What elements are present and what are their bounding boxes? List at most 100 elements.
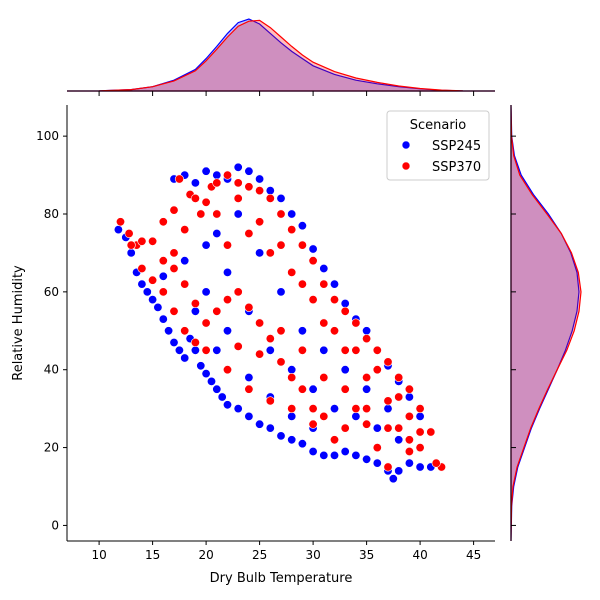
scatter-point-ssp370 [244,182,254,192]
scatter-point-ssp245 [153,302,163,312]
scatter-point-ssp245 [265,423,275,433]
scatter-point-ssp370 [265,193,275,203]
scatter-point-ssp370 [169,205,179,215]
scatter-point-ssp245 [340,446,350,456]
right-marginal-kde [510,104,582,542]
scatter-point-ssp245 [287,365,297,375]
scatter-point-ssp245 [287,435,297,445]
x-tick-label: 45 [466,548,481,562]
scatter-point-ssp245 [329,450,339,460]
scatter-point-ssp245 [190,306,200,316]
scatter-point-ssp370 [223,240,233,250]
scatter-point-ssp370 [319,411,329,421]
scatter-point-ssp370 [340,345,350,355]
scatter-point-ssp370 [223,295,233,305]
scatter-point-ssp370 [383,423,393,433]
top-kde-ssp370 [66,19,496,92]
scatter-point-ssp370 [415,404,425,414]
scatter-point-ssp370 [329,326,339,336]
scatter-point-ssp370 [233,341,243,351]
scatter-point-ssp245 [276,287,286,297]
scatter-point-ssp245 [158,314,168,324]
scatter-point-ssp370 [212,178,222,188]
scatter-point-ssp245 [244,411,254,421]
scatter-point-ssp245 [212,229,222,239]
scatter-point-ssp245 [233,404,243,414]
scatter-point-ssp370 [223,170,233,180]
scatter-point-ssp370 [244,229,254,239]
scatter-point-ssp370 [362,404,372,414]
scatter-point-ssp245 [287,209,297,219]
legend-title: Scenario [410,118,467,133]
scatter-point-ssp370 [404,435,414,445]
x-tick-label: 40 [412,548,427,562]
scatter-point-ssp370 [404,446,414,456]
scatter-point-ssp370 [158,287,168,297]
scatter-point-ssp370 [297,384,307,394]
scatter-point-ssp370 [372,345,382,355]
scatter-point-ssp245 [265,345,275,355]
legend-box [386,110,490,181]
scatter-point-ssp370 [212,306,222,316]
scatter-point-ssp245 [415,462,425,472]
scatter-point-ssp370 [415,427,425,437]
top-marginal-kde [66,18,496,92]
scatter-point-ssp370 [169,306,179,316]
scatter-point-ssp245 [388,474,398,484]
scatter-point-ssp245 [255,419,265,429]
scatter-point-ssp245 [362,326,372,336]
scatter-point-ssp245 [126,248,136,258]
x-tick-label: 30 [305,548,320,562]
scatter-point-ssp370 [212,209,222,219]
scatter-point-ssp370 [383,357,393,367]
scatter-point-ssp245 [223,326,233,336]
scatter-point-ssp370 [169,263,179,273]
scatter-point-ssp370 [190,337,200,347]
scatter-point-ssp245 [174,345,184,355]
scatter-point-ssp370 [340,306,350,316]
y-ticks: 0 20 40 60 80 100 [36,129,516,532]
y-tick-label: 100 [36,129,59,143]
scatter-point-ssp370 [329,435,339,445]
scatter-point-ssp245 [362,384,372,394]
x-ticks: 10 15 20 25 30 35 40 45 [91,91,481,562]
scatter-point-ssp370 [308,404,318,414]
scatter-point-ssp370 [126,240,136,250]
scatter-point-ssp245 [217,392,227,402]
scatter-point-ssp245 [319,450,329,460]
scatter-point-ssp370 [404,411,414,421]
scatter-point-ssp245 [255,174,265,184]
scatter-point-ssp245 [233,209,243,219]
scatter-point-ssp245 [113,225,123,235]
scatter-point-ssp245 [287,411,297,421]
scatter-point-ssp370 [319,318,329,328]
scatter-point-ssp245 [297,221,307,231]
scatter-point-ssp245 [383,404,393,414]
scatter-point-ssp370 [158,217,168,227]
scatter-point-ssp370 [287,225,297,235]
scatter-point-ssp245 [404,458,414,468]
scatter-point-ssp370 [265,396,275,406]
scatter-point-ssp245 [372,423,382,433]
y-tick-label: 0 [51,518,59,532]
scatter-point-ssp370 [308,419,318,429]
legend-marker-ssp245 [401,140,411,150]
scatter-point-ssp245 [297,439,307,449]
scatter-point-ssp370 [372,365,382,375]
scatter-point-ssp370 [137,236,147,246]
right-kde-ssp245 [510,104,580,542]
scatter-point-ssp370 [174,174,184,184]
scatter-point-ssp245 [201,369,211,379]
scatter-point-ssp370 [201,345,211,355]
scatter-point-ssp370 [201,318,211,328]
x-tick-label: 15 [145,548,160,562]
scatter-point-ssp370 [255,318,265,328]
scatter-point-ssp370 [426,427,436,437]
x-tick-label: 35 [359,548,374,562]
scatter-point-ssp370 [308,256,318,266]
scatter-point-ssp245 [308,446,318,456]
scatter-point-ssp245 [265,186,275,196]
scatter-point-ssp370 [276,326,286,336]
scatter-point-ssp370 [190,193,200,203]
scatter-point-ssp245 [340,365,350,375]
